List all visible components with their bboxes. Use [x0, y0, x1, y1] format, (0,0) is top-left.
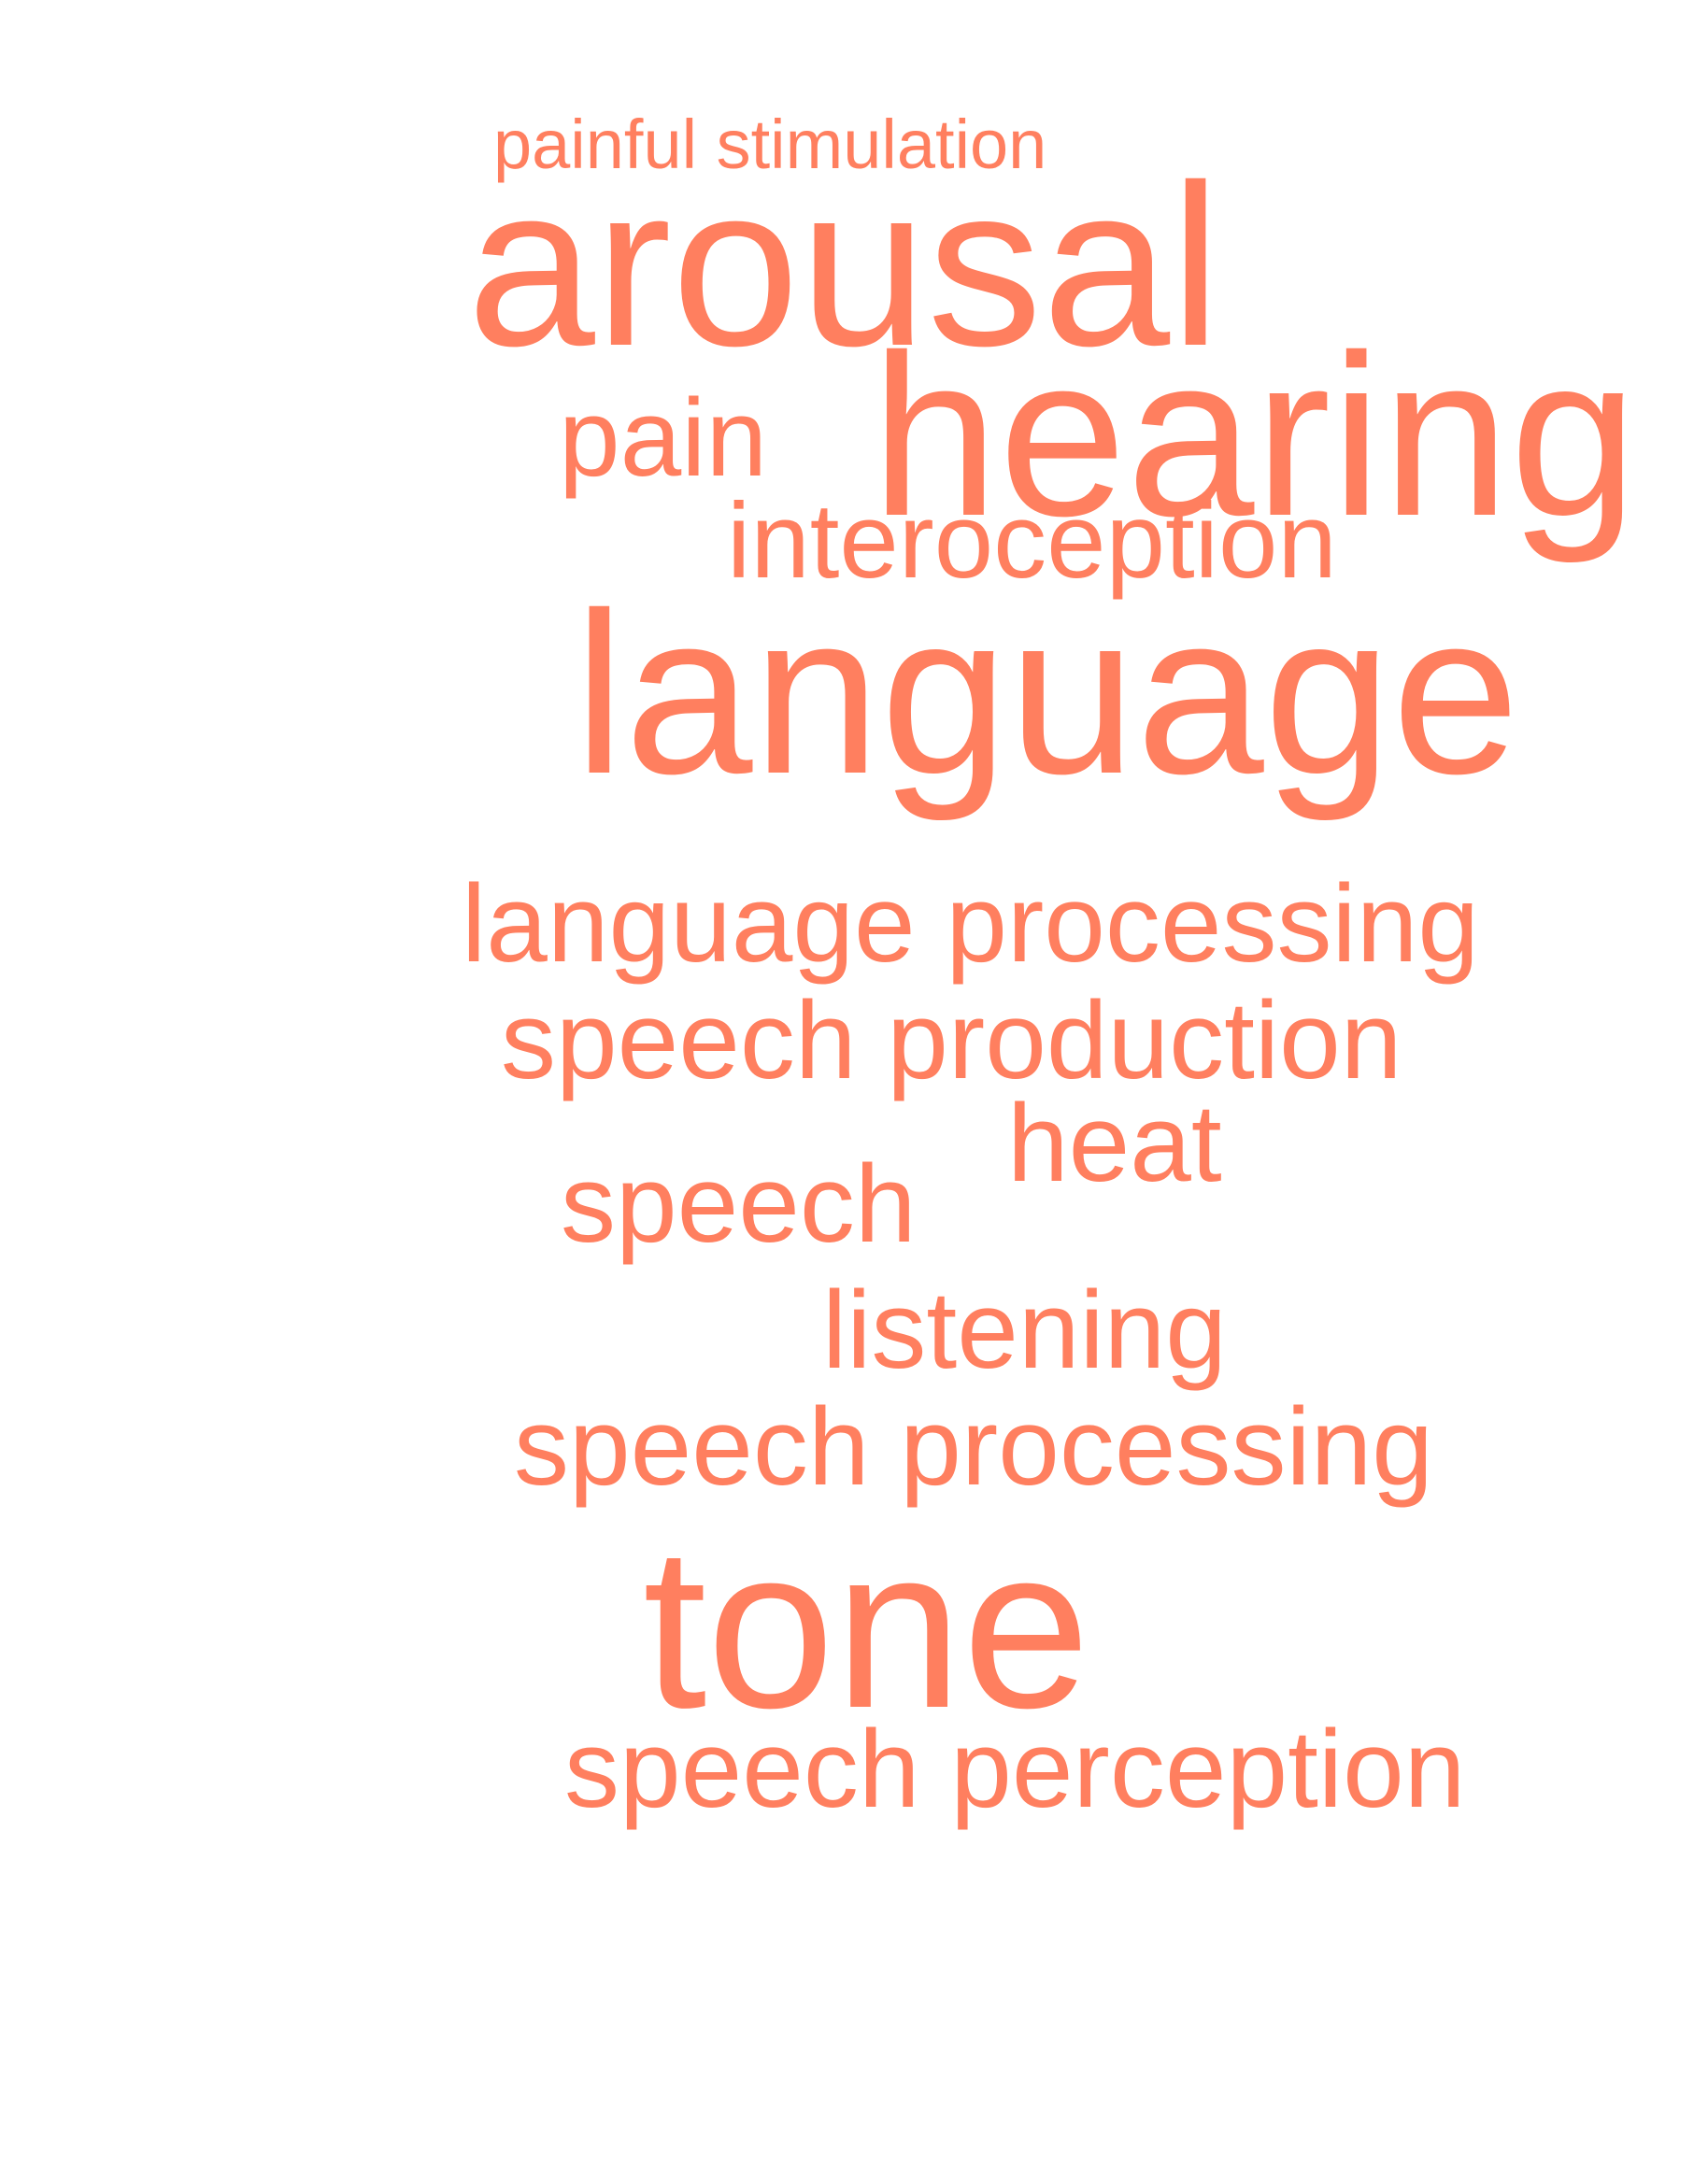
word-painful-stimulation: painful stimulation [493, 106, 1047, 183]
word-language: language [574, 565, 1520, 822]
word-tone: tone [643, 1499, 1090, 1756]
word-speech: speech [561, 1143, 917, 1266]
word-speech-perception: speech perception [564, 1708, 1466, 1831]
word-hearing: hearing [871, 307, 1638, 564]
word-pain: pain [559, 376, 768, 500]
word-listening: listening [822, 1269, 1227, 1392]
word-interoception: interoception [727, 482, 1337, 601]
word-language-processing: language processing [462, 862, 1480, 986]
word-speech-processing: speech processing [514, 1385, 1433, 1509]
word-heat: heat [1007, 1082, 1222, 1205]
word-arousal: arousal [467, 137, 1221, 394]
word-speech-production: speech production [501, 979, 1402, 1102]
